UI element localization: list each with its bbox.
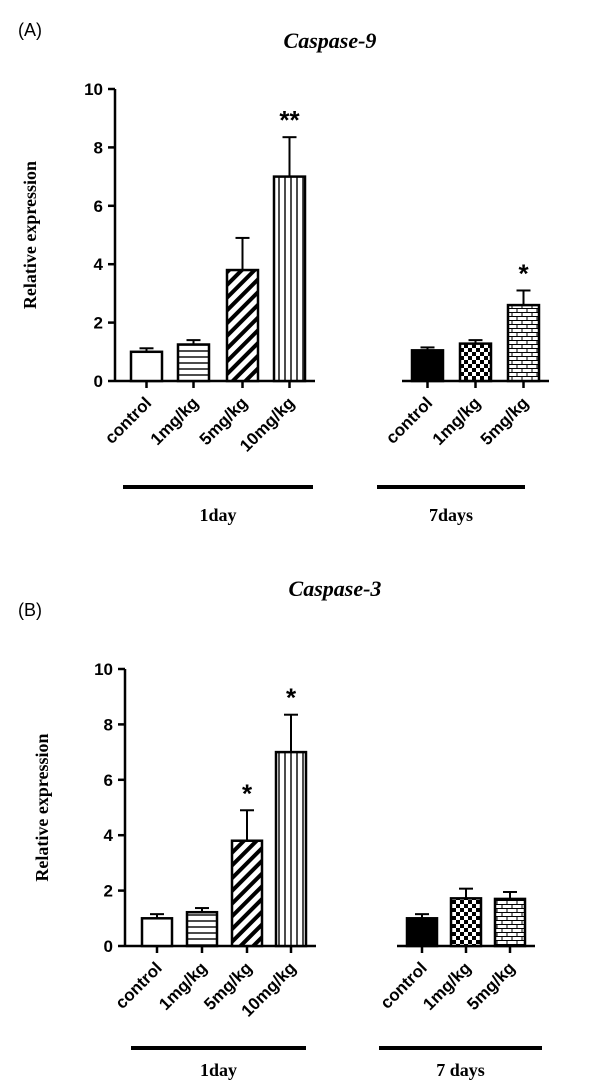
bar <box>449 897 483 948</box>
y-tick-label: 8 <box>104 715 113 734</box>
y-tick-label: 0 <box>94 372 103 391</box>
y-tick-label: 10 <box>94 660 113 679</box>
chart-title: Caspase-9 <box>284 28 377 53</box>
group-label: 7days <box>429 505 473 525</box>
group-label: 1day <box>199 505 236 525</box>
bar <box>458 342 493 383</box>
significance-marker: * <box>242 778 253 808</box>
y-tick-label: 6 <box>94 197 103 216</box>
category-label: 1mg/kg <box>147 393 203 449</box>
bar <box>230 839 264 948</box>
significance-marker: ** <box>279 105 300 135</box>
category-label: 1mg/kg <box>429 393 485 449</box>
panel-label: (A) <box>18 20 42 40</box>
category-label: 5mg/kg <box>463 958 519 1014</box>
category-label: control <box>112 958 166 1012</box>
category-label: control <box>101 393 155 447</box>
y-tick-label: 4 <box>94 255 104 274</box>
group-label: 1day <box>200 1060 237 1080</box>
significance-marker: * <box>286 683 297 713</box>
y-axis-label: Relative expression <box>32 733 52 881</box>
category-label: 1mg/kg <box>155 958 211 1014</box>
y-tick-label: 2 <box>104 882 113 901</box>
y-tick-label: 10 <box>84 80 103 99</box>
chart-title: Caspase-3 <box>289 576 382 601</box>
bar <box>185 910 219 948</box>
y-tick-label: 6 <box>104 771 113 790</box>
category-label: 1mg/kg <box>419 958 475 1014</box>
y-tick-label: 2 <box>94 314 103 333</box>
category-label: control <box>382 393 436 447</box>
bar <box>225 268 260 383</box>
bar <box>176 343 211 383</box>
y-tick-label: 4 <box>104 826 114 845</box>
bar <box>405 917 439 948</box>
y-axis-label: Relative expression <box>20 161 40 309</box>
bar <box>140 917 174 948</box>
group-label: 7 days <box>436 1060 485 1080</box>
chart-panel-b: (B) Caspase-3 Relative expression 0 2 4 6 8 10 co… <box>18 576 542 1080</box>
significance-marker: * <box>518 258 529 288</box>
bar <box>506 303 541 383</box>
bar <box>274 750 308 948</box>
bar <box>272 175 307 383</box>
panel-label: (B) <box>18 600 42 620</box>
y-tick-label: 0 <box>104 937 113 956</box>
bar <box>493 897 527 948</box>
category-label: 5mg/kg <box>477 393 533 449</box>
bar <box>129 350 164 383</box>
y-tick-label: 8 <box>94 138 103 157</box>
bar <box>410 349 445 383</box>
chart-panel-a: (A) Caspase-9 Relative expression 0 2 4 6 8 10 co… <box>18 20 549 525</box>
